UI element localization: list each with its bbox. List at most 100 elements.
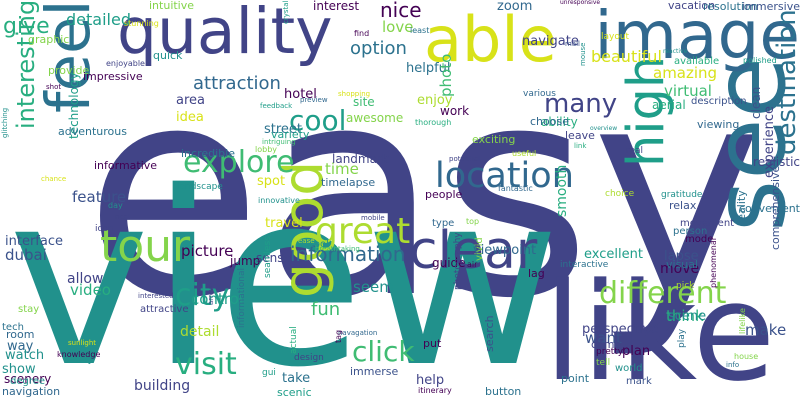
word-jump: jump [230, 254, 261, 268]
word-mall: mall [565, 40, 580, 48]
word-cool: cool [289, 104, 347, 137]
word-shot: shot [46, 83, 62, 91]
word-phenomenal: phenomenal [709, 238, 718, 288]
word-quick: quick [153, 49, 183, 62]
word-spot: spot [257, 174, 286, 189]
word-work: work [440, 104, 470, 118]
word-exciting: exciting [472, 133, 516, 146]
word-itinerary: itinerary [418, 386, 452, 395]
word-able: able [424, 3, 557, 76]
word-button: button [485, 385, 522, 398]
word-intuitive: intuitive [149, 0, 195, 12]
word-watch: watch [5, 348, 45, 363]
word-variety: variety [271, 128, 310, 141]
word-awesome: awesome [346, 111, 404, 125]
word-think: think [666, 307, 704, 325]
word-impressive: impressive [83, 70, 143, 83]
word-enjoyable: enjoyable [106, 59, 145, 68]
word-guide: guide [432, 256, 466, 270]
word-clean: clean [749, 86, 763, 119]
word-graphic: graphic [28, 33, 70, 46]
word-search: search [483, 315, 496, 352]
word-beautiful: beautiful [591, 47, 662, 66]
word-link: link [574, 142, 587, 150]
word-play: play [677, 328, 687, 348]
word-air: air [467, 260, 478, 269]
word-scenery: scenery [4, 372, 52, 386]
word-actual: actual [289, 326, 299, 354]
word-available: available [674, 56, 720, 67]
word-least: least [410, 26, 430, 35]
word-building: building [134, 378, 191, 394]
word-day: day [108, 201, 123, 210]
word-attraction: attraction [193, 73, 281, 94]
word-scene: scene [668, 309, 707, 324]
word-smooth: smooth [554, 164, 570, 217]
word-many: many [544, 89, 618, 119]
word-allow: allow [67, 271, 104, 287]
word-travel: travel [265, 216, 303, 231]
word-make: make [745, 321, 787, 339]
word-mobile: mobile [361, 214, 385, 222]
word-world: world [615, 363, 643, 374]
word-picture: picture [181, 242, 234, 260]
word-feature: feature [72, 188, 127, 206]
word-image: image [594, 0, 800, 74]
word-description: description [691, 96, 747, 107]
word-explore: explore [183, 145, 295, 180]
word-landmark: landmark [332, 152, 389, 166]
word-chance: chance [41, 175, 67, 183]
word-mode: mode [685, 234, 714, 245]
word-interface: interface [5, 234, 63, 249]
word-landscape: landscape [177, 182, 223, 192]
word-navigate: navigate [522, 34, 579, 49]
word-lag: lag [528, 267, 545, 280]
word-way: way [7, 339, 34, 354]
word-feedback: feedback [260, 102, 293, 110]
word-fantastic: fantastic [498, 184, 533, 193]
word-realistic: realistic [753, 155, 800, 169]
word-easy: easy [84, 25, 763, 362]
word-ease: ease [298, 237, 315, 245]
word-clear: clear [409, 221, 538, 281]
word-zoom: zoom [497, 0, 533, 14]
word-viewing: viewing [697, 118, 740, 131]
word-various: various [523, 89, 556, 99]
word-location: location [435, 156, 574, 196]
word-key: key [76, 354, 94, 365]
word-breathtaking: breathtaking [315, 245, 360, 253]
word-idea: idea [176, 110, 204, 125]
word-overview: overview [590, 125, 618, 132]
word-nice: nice [380, 0, 422, 22]
word-real: real [626, 146, 644, 156]
word-view: view [8, 140, 561, 400]
word-reactive: reactive [663, 48, 688, 55]
word-immersive: immersive [742, 0, 800, 13]
word-hotel: hotel [284, 87, 317, 102]
word-vacation: vacation [668, 0, 716, 12]
word-mouse: mouse [579, 42, 587, 67]
word-gui: gui [262, 368, 276, 378]
word-stunning: stunning [124, 19, 159, 28]
word-find: find [354, 29, 370, 38]
word-navigation: navigation [2, 385, 61, 398]
word-timelapse: timelapse [321, 176, 376, 189]
word-tool: tool [310, 239, 329, 250]
word-click: click [352, 335, 415, 368]
word-vivid: vivid [474, 237, 485, 261]
word-put: put [423, 337, 442, 350]
word-dubai: dubai [5, 246, 47, 264]
word-excellent: excellent [584, 247, 643, 262]
word-visit: visit [175, 347, 237, 382]
word-preview: preview [300, 96, 328, 104]
word-room: room [6, 328, 35, 341]
word-comprehensive: comprehensive [769, 165, 782, 250]
word-useful: useful [512, 149, 537, 158]
word-glitching: glitching [1, 107, 9, 138]
word-option: option [350, 38, 407, 59]
word-visual: visual [666, 258, 699, 271]
word-street: street [264, 122, 303, 137]
word-helpful: helpful [406, 61, 451, 76]
word-resolution: resolution [703, 0, 758, 13]
